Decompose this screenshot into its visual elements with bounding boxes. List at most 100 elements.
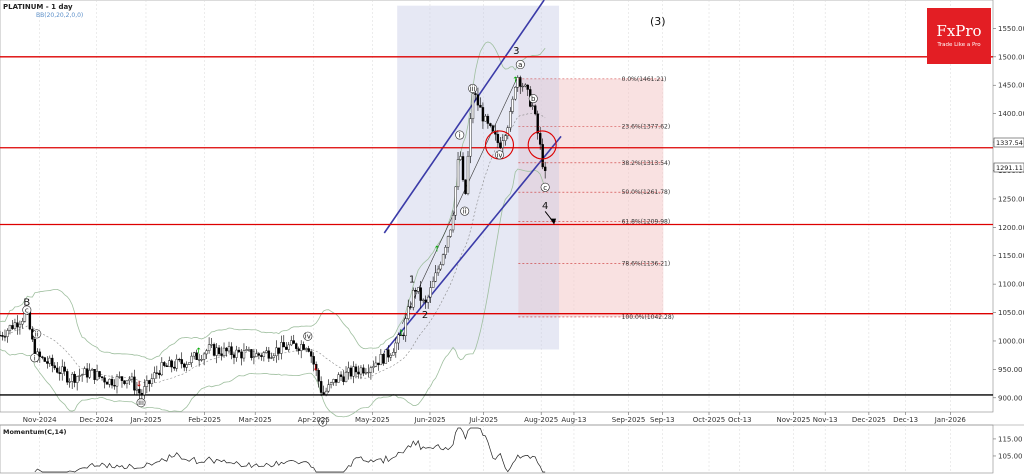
wave-label: 2 [422,310,428,321]
candle-body [143,386,146,395]
fxpro-logo: FxPro Trade Like a Pro [927,8,991,64]
candle-body [287,344,290,350]
candle-body [227,346,231,352]
wave-label: 3 [513,46,519,57]
candle-body [135,388,139,391]
fib-label: 23.6%(1377.62) [622,123,671,130]
candle-body [454,186,457,216]
y-tick-label: 1550.00 [998,25,1024,33]
candle-body [88,370,91,378]
momentum-tick-label: 105.00 [998,452,1023,460]
candle-body [245,349,248,351]
candle-body [235,349,238,358]
candle-body [407,306,410,319]
candle-body [180,359,183,365]
indicator-label: BB(20,20,2,0,0) [36,12,83,19]
logo-tagline: Trade Like a Pro [936,42,981,48]
candle-body [237,349,241,353]
candle-body [51,357,54,366]
candle-body [514,86,517,100]
candle-body [426,296,430,303]
candle-body [389,354,393,358]
candle-body [496,134,500,143]
candle-body [461,156,465,181]
forecast-arrowhead [550,218,557,225]
candle-body [120,376,124,381]
candle-body [332,379,335,383]
wave-circle [30,353,40,363]
candle-body [103,377,106,383]
x-tick-label: May-2025 [355,416,390,424]
candle-body [339,374,343,377]
candle-body [225,347,228,352]
candle-body [200,359,203,361]
x-tick-label: Nov-2025 [776,416,810,424]
candle-body [11,325,14,329]
candle-body [404,318,407,336]
candle-body [272,355,276,358]
candle-body [531,105,534,107]
momentum-label: Momentum(C,14) [3,428,67,436]
candle-body [347,367,350,373]
candle-body [424,299,427,303]
candle-body [53,365,56,369]
candle-body [16,322,19,328]
candle-body [78,375,81,377]
wave-label: ii [35,330,39,338]
wave-label: 4 [542,201,548,212]
candle-body [302,344,305,350]
candle-body [38,351,42,357]
fib-label: 78.6%(1136.21) [622,261,671,268]
candle-body [155,372,159,374]
bb-middle [0,112,546,384]
candle-body [499,142,502,148]
candle-body [307,348,310,352]
candle-body [382,354,385,364]
fib-zone-rect [518,78,664,317]
sell-arrow: ↓ [312,364,319,373]
candle-body [409,306,412,308]
current-price-tag: 1337.54 [993,137,1024,148]
momentum-tick-label: 115.00 [998,435,1023,443]
y-tick-label: 1150.00 [998,252,1024,260]
candle-body [1,335,4,337]
candle-body [459,156,462,160]
candle-body [379,354,383,366]
candle-body [153,372,156,379]
wave-label: c [25,307,29,315]
wave-label: iv [305,333,311,341]
candle-body [541,144,544,168]
current-price-text: 1337.54 [996,139,1023,147]
wave-label: v [321,419,325,427]
fib-label: 0.0%(1461.21) [622,76,667,83]
candle-body [192,352,196,357]
horizontal-levels [0,56,993,396]
candle-body [314,364,318,371]
candle-body [63,366,66,372]
candle-body [285,346,288,350]
buy-arrow: ↑ [195,346,202,355]
candle-body [61,366,64,374]
candle-body [68,381,71,383]
x-tick-label: Apr-2025 [298,416,330,424]
candle-body [538,133,542,145]
fib-label: 38.2%(1313.54) [622,160,671,167]
candle-body [220,353,223,356]
candle-body [90,369,94,371]
second-price-text: 1291.11 [996,164,1023,172]
candle-body [297,348,300,351]
candle-body [471,93,475,119]
candle-body [322,392,325,395]
y-tick-label: 1500.00 [998,53,1024,61]
candle-body [140,392,144,395]
y-tick-label: 1000.00 [998,337,1024,345]
candle-body [95,371,99,380]
candle-body [150,378,154,384]
candle-body [80,374,84,376]
candle-body [247,349,251,351]
fib-label: 61.8%(1209.98) [622,219,671,226]
wave-label: B [23,298,30,309]
candle-body [115,376,119,387]
candle-body [327,384,330,392]
